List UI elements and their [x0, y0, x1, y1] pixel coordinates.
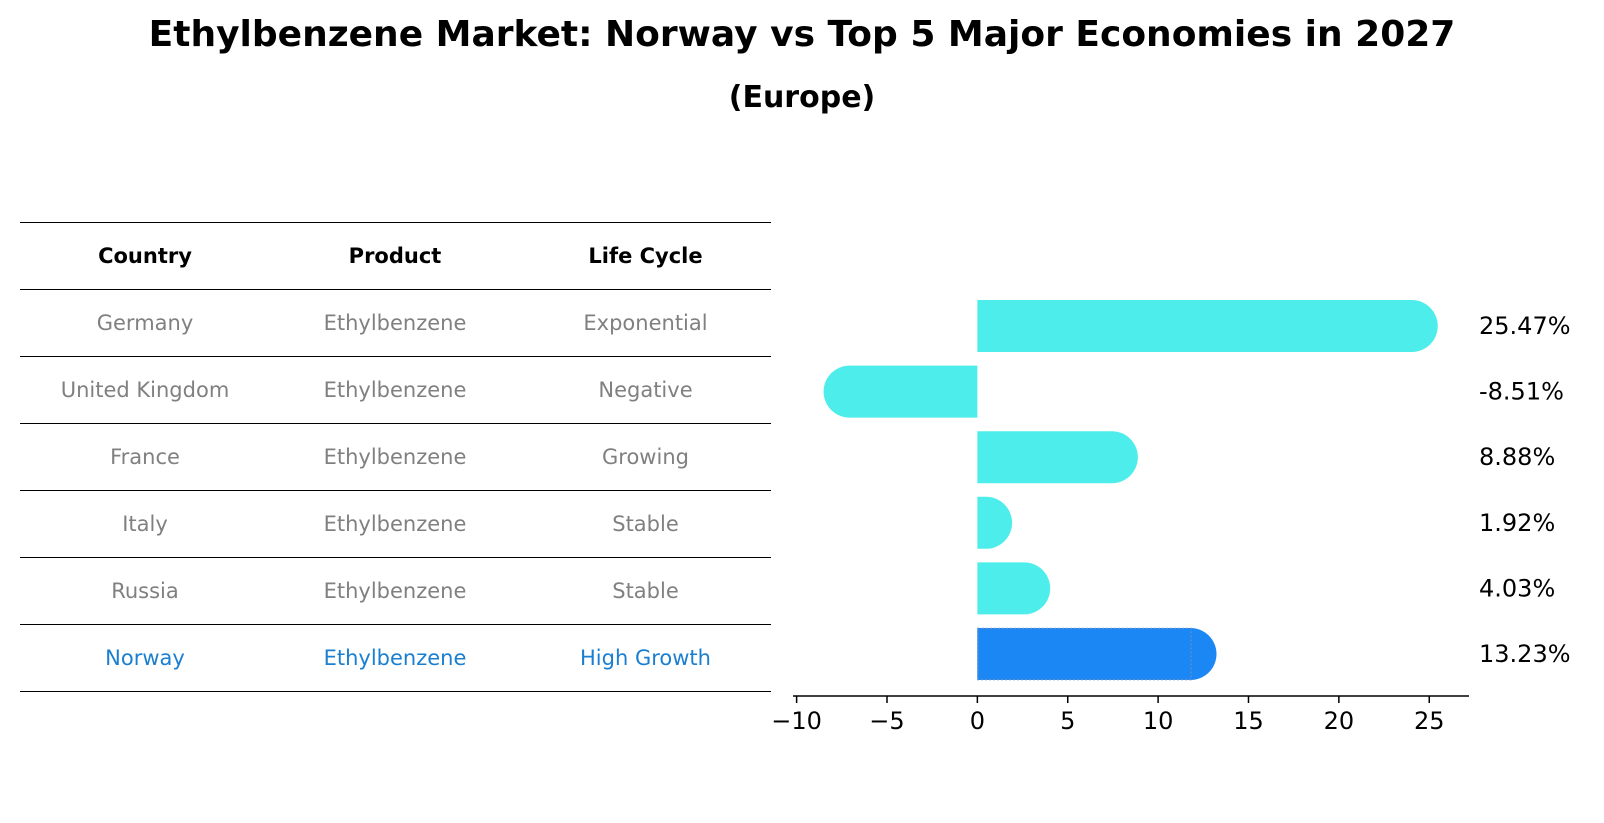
x-tick-label: 20 — [1324, 707, 1355, 735]
cell-life-cycle: High Growth — [520, 624, 771, 692]
x-tick-label: −10 — [771, 707, 822, 735]
x-tick-label: 10 — [1143, 707, 1174, 735]
cell-country: Russia — [20, 557, 270, 625]
chart-subtitle: (Europe) — [728, 80, 876, 115]
x-tick-label: 25 — [1414, 707, 1445, 735]
cell-country: United Kingdom — [20, 356, 270, 424]
cell-product: Ethylbenzene — [270, 557, 520, 625]
x-tick-label: 0 — [970, 707, 985, 735]
cell-country: France — [20, 423, 270, 491]
cell-product: Ethylbenzene — [270, 289, 520, 357]
cell-life-cycle: Growing — [520, 423, 771, 491]
bar-russia — [977, 562, 1051, 615]
bar-united-kingdom — [823, 365, 978, 418]
table-header-row: Country Product Life Cycle — [20, 222, 771, 290]
x-tick-label: −5 — [869, 707, 904, 735]
header-country: Country — [20, 222, 270, 290]
cell-product: Ethylbenzene — [270, 356, 520, 424]
value-label: 1.92% — [1479, 509, 1555, 537]
cell-country: Germany — [20, 289, 270, 357]
x-tick-label: 5 — [1060, 707, 1075, 735]
header-life-cycle: Life Cycle — [520, 222, 771, 290]
value-label: -8.51% — [1479, 378, 1564, 406]
bar-italy — [977, 496, 1013, 549]
cell-life-cycle: Stable — [520, 490, 771, 558]
chart-title: Ethylbenzene Market: Norway vs Top 5 Maj… — [148, 14, 1456, 55]
value-label: 13.23% — [1479, 640, 1571, 668]
cell-life-cycle: Exponential — [520, 289, 771, 357]
value-label: 8.88% — [1479, 443, 1555, 471]
table-row: United Kingdom Ethylbenzene Negative — [20, 356, 771, 424]
table-row-highlighted: Norway Ethylbenzene High Growth — [20, 624, 771, 692]
header-product: Product — [270, 222, 520, 290]
bar-norway — [977, 628, 1217, 680]
cell-product: Ethylbenzene — [270, 624, 520, 692]
value-label: 4.03% — [1479, 574, 1555, 602]
table-row: Italy Ethylbenzene Stable — [20, 490, 771, 558]
table-row: Germany Ethylbenzene Exponential — [20, 289, 771, 357]
cell-life-cycle: Stable — [520, 557, 771, 625]
bar-germany — [977, 300, 1438, 352]
table-row: France Ethylbenzene Growing — [20, 423, 771, 491]
market-table: Country Product Life Cycle Germany Ethyl… — [20, 222, 771, 692]
cell-product: Ethylbenzene — [270, 423, 520, 491]
country-table: Country Product Life Cycle Germany Ethyl… — [20, 222, 771, 692]
cell-country: Italy — [20, 490, 270, 558]
x-tick-label: 15 — [1233, 707, 1264, 735]
cell-country: Norway — [20, 624, 270, 692]
value-label: 25.47% — [1479, 312, 1571, 340]
bar-france — [977, 431, 1138, 484]
table-row: Russia Ethylbenzene Stable — [20, 557, 771, 625]
cell-product: Ethylbenzene — [270, 490, 520, 558]
